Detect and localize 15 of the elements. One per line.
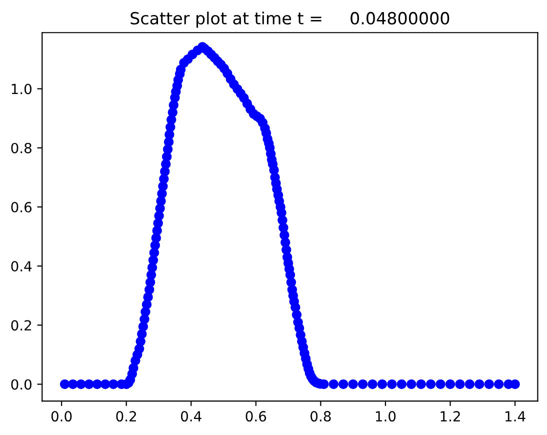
y-tick-label: 1.0 [12,84,32,94]
x-tick-label: 1.0 [376,411,396,422]
y-tick-label: 0.0 [11,379,32,390]
x-tick-label: 0.8 [310,411,331,422]
y-tick-label: 0.6 [11,202,32,212]
chart-title: Scatter plot at time t = 0.04800000 [130,12,450,28]
x-tick-label: 0.6 [246,411,266,422]
x-tick-label: 0.2 [116,411,136,422]
y-tick-label: 0.4 [11,261,32,272]
x-tick-label: 0.0 [51,411,72,422]
y-tick-label: 0.2 [11,320,32,331]
x-tick-label: 0.4 [180,411,202,422]
x-tick-label: 1.4 [506,411,526,422]
x-tick-label: 1.2 [440,411,460,422]
y-tick-label: 0.8 [11,142,32,154]
